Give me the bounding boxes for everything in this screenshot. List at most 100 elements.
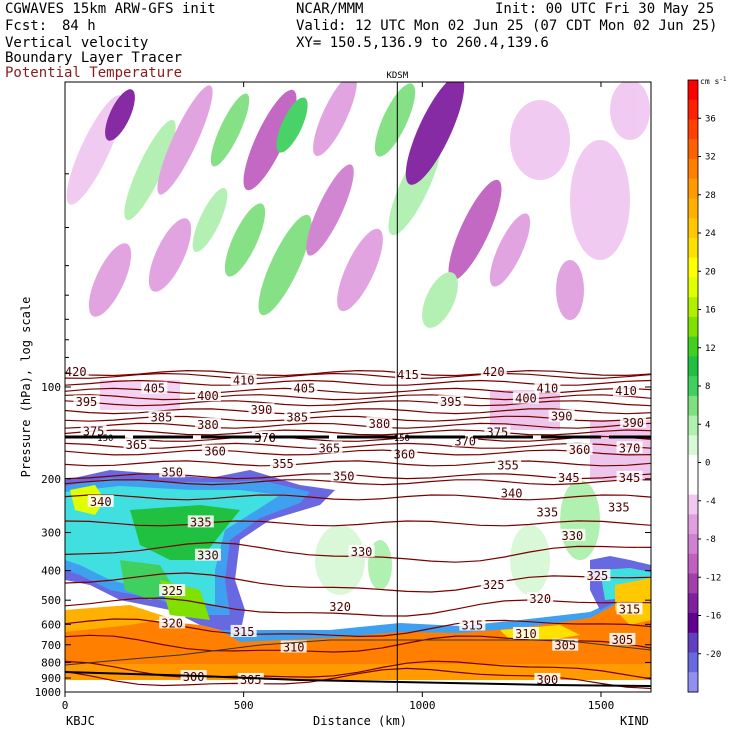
colorbar: 36 32 28 24 20 16 12 8 4 0 -4 -8 -12 -16 -20 — [687, 79, 721, 693]
y-tick-label: 700 — [41, 639, 61, 652]
theta-contour-line — [65, 422, 651, 429]
y-tick-label: 600 — [41, 618, 61, 631]
colorbar-swatch — [688, 514, 698, 535]
x-tick-label: 1500 — [588, 699, 615, 712]
theta-label: 355 — [272, 457, 294, 471]
theta-label-bg — [230, 373, 257, 386]
colorbar-swatch — [688, 218, 698, 239]
x-axis-label: Distance (km) — [313, 714, 407, 728]
theta-label-bg — [284, 410, 311, 423]
tropopause-label: 150 — [394, 434, 410, 444]
left-station-label: KBJC — [66, 714, 95, 728]
theta-label-bg — [480, 578, 507, 591]
colorbar-tick-label: 24 — [705, 229, 716, 239]
theta-contour-line — [65, 394, 651, 401]
y-tick-label: 500 — [41, 594, 61, 607]
theta-label-bg — [566, 442, 593, 455]
theta-label: 390 — [622, 416, 644, 430]
forecast-label: Fcst: — [5, 18, 48, 34]
theta-label: 340 — [90, 495, 112, 509]
colorbar-swatch — [688, 474, 698, 496]
theta-contour-line — [65, 572, 651, 593]
theta-label-bg — [316, 441, 343, 454]
theta-label: 410 — [537, 382, 559, 396]
theta-label-bg — [87, 494, 114, 507]
theta-contour-line — [65, 449, 651, 456]
theta-contour-line — [65, 372, 651, 379]
colorbar-swatch — [688, 139, 698, 160]
colorbar-swatch — [688, 652, 698, 673]
theta-label-bg — [80, 424, 107, 437]
theta-label: 330 — [562, 529, 584, 543]
theta-label: 330 — [197, 549, 219, 563]
colorbar-swatch — [688, 534, 698, 555]
theta-label-bg — [141, 381, 168, 394]
theta-label: 315 — [619, 602, 641, 616]
colorbar-tick-label: 16 — [705, 306, 716, 316]
theta-label-bg — [612, 384, 639, 397]
colorbar-swatch — [688, 593, 698, 614]
theta-label-bg — [498, 486, 525, 499]
theta-label: 345 — [619, 471, 641, 485]
theta-label: 305 — [612, 633, 634, 647]
colorbar-swatch — [688, 672, 698, 693]
theta-label-bg — [584, 569, 611, 582]
theta-label: 305 — [240, 673, 262, 687]
colorbar-tick-label: -16 — [705, 612, 721, 622]
theta-label: 335 — [190, 515, 212, 529]
x-tick-label: 500 — [234, 699, 254, 712]
theta-label-bg — [187, 515, 214, 528]
theta-label-bg — [327, 599, 354, 612]
theta-label: 380 — [369, 417, 391, 431]
theta-label-bg — [395, 367, 422, 380]
theta-label-bg — [123, 437, 150, 450]
theta-label-bg — [194, 389, 221, 402]
theta-label-bg — [159, 583, 186, 596]
colorbar-tick-label: -8 — [705, 535, 716, 545]
y-tick-label: 200 — [41, 473, 61, 486]
colorbar-swatch — [688, 435, 698, 456]
theta-label: 300 — [537, 673, 559, 687]
theta-label-bg — [202, 444, 229, 457]
colorbar-tick-label: 32 — [705, 153, 716, 163]
y-tick-label: 800 — [41, 656, 61, 669]
theta-label: 360 — [394, 448, 416, 462]
theta-contour-line — [65, 400, 651, 407]
center-title: NCAR/MMM — [296, 1, 364, 17]
theta-label-bg — [230, 624, 257, 637]
theta-label: 355 — [497, 458, 519, 472]
theta-label-bg — [484, 425, 511, 438]
theta-label: 350 — [333, 469, 355, 483]
colorbar-tick-label: -20 — [705, 650, 721, 660]
theta-label-bg — [194, 548, 221, 561]
theta-label: 350 — [161, 465, 183, 479]
colorbar-tick-label: 4 — [705, 420, 710, 430]
theta-label: 420 — [65, 365, 87, 379]
theta-label-bg — [391, 447, 418, 460]
x-tick-label: 1000 — [409, 699, 436, 712]
theta-label: 325 — [483, 578, 505, 592]
x-axis: 0 500 1000 1500 — [62, 82, 615, 712]
terrain-line — [65, 639, 651, 666]
colorbar-swatch — [688, 99, 698, 121]
theta-label-bg — [534, 381, 561, 394]
colorbar-tick-label: 0 — [705, 459, 710, 469]
theta-label-bg — [616, 602, 643, 615]
theta-label: 365 — [319, 441, 341, 455]
colorbar-tick-label: -4 — [705, 497, 716, 507]
theta-label-bg — [616, 470, 643, 483]
colorbar-swatch — [688, 277, 698, 298]
theta-label: 320 — [161, 616, 183, 630]
y-axis-label: Pressure (hPa), log scale — [19, 297, 33, 478]
colorbar-swatch — [688, 316, 698, 338]
init-time: Init: 00 UTC Fri 30 May 25 — [495, 1, 715, 17]
colorbar-swatch — [688, 237, 698, 259]
theta-label: 360 — [569, 443, 591, 457]
theta-label-bg — [480, 365, 507, 378]
theta-label-bg — [194, 417, 221, 430]
theta-contour-line — [65, 597, 651, 617]
theta-contour-line — [65, 460, 651, 467]
valid-time: Valid: 12 UTC Mon 02 Jun 25 (07 CDT Mon … — [296, 18, 718, 34]
theta-label-bg — [348, 544, 375, 557]
